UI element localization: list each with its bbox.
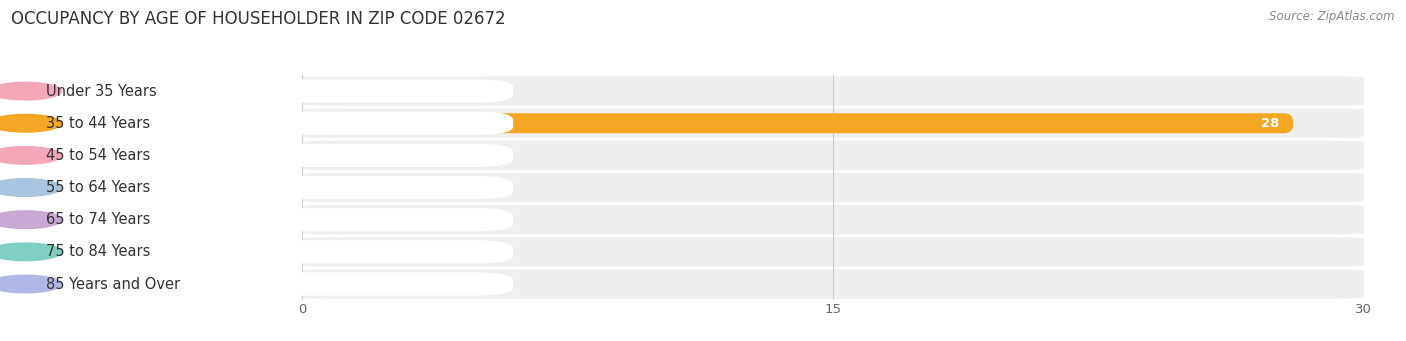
Text: 35 to 44 Years: 35 to 44 Years: [46, 116, 150, 131]
FancyBboxPatch shape: [302, 173, 1364, 202]
Text: Under 35 Years: Under 35 Years: [46, 84, 157, 99]
Text: 0: 0: [337, 278, 346, 291]
FancyBboxPatch shape: [302, 140, 1364, 170]
FancyBboxPatch shape: [302, 178, 321, 197]
Text: 0: 0: [337, 213, 346, 226]
Text: 0: 0: [337, 85, 346, 98]
Text: 65 to 74 Years: 65 to 74 Years: [46, 212, 150, 227]
Text: 0: 0: [337, 246, 346, 258]
Text: Source: ZipAtlas.com: Source: ZipAtlas.com: [1270, 10, 1395, 23]
Text: 45 to 54 Years: 45 to 54 Years: [46, 148, 150, 163]
Text: 85 Years and Over: 85 Years and Over: [46, 277, 180, 292]
Text: OCCUPANCY BY AGE OF HOUSEHOLDER IN ZIP CODE 02672: OCCUPANCY BY AGE OF HOUSEHOLDER IN ZIP C…: [11, 10, 506, 28]
FancyBboxPatch shape: [302, 210, 321, 230]
FancyBboxPatch shape: [302, 205, 1364, 235]
FancyBboxPatch shape: [302, 242, 321, 262]
FancyBboxPatch shape: [302, 108, 1364, 138]
Text: 0: 0: [337, 149, 346, 162]
FancyBboxPatch shape: [302, 274, 321, 294]
FancyBboxPatch shape: [302, 237, 1364, 267]
FancyBboxPatch shape: [302, 81, 321, 101]
Text: 0: 0: [337, 181, 346, 194]
Text: 75 to 84 Years: 75 to 84 Years: [46, 244, 150, 260]
Text: 28: 28: [1261, 117, 1279, 130]
Text: 55 to 64 Years: 55 to 64 Years: [46, 180, 150, 195]
FancyBboxPatch shape: [302, 145, 321, 165]
FancyBboxPatch shape: [302, 76, 1364, 106]
FancyBboxPatch shape: [302, 269, 1364, 299]
FancyBboxPatch shape: [302, 113, 1294, 133]
